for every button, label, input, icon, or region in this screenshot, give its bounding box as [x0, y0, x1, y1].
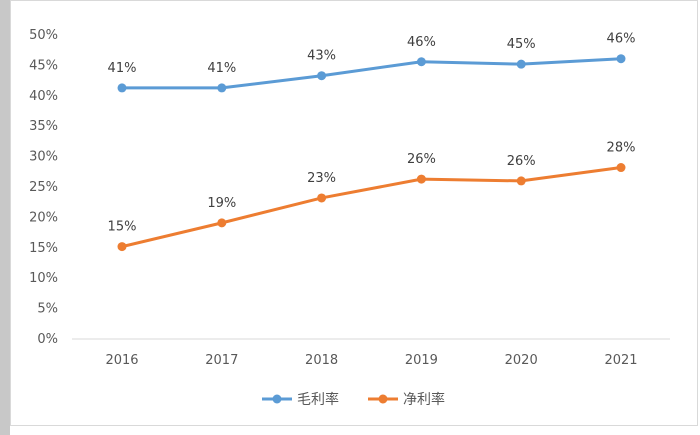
x-tick-label: 2021 [604, 353, 637, 368]
legend-label[interactable]: 净利率 [403, 391, 445, 408]
data-label: 41% [207, 61, 236, 76]
data-label: 19% [207, 196, 236, 211]
y-tick-label: 25% [29, 180, 58, 195]
x-tick-label: 2018 [305, 353, 338, 368]
series-line-1[interactable] [122, 57, 622, 90]
data-label: 41% [108, 61, 137, 76]
x-tick-label: 2019 [405, 353, 438, 368]
y-tick-label: 40% [29, 89, 58, 104]
legend-marker-dot[interactable] [272, 394, 282, 404]
data-point[interactable] [516, 59, 526, 69]
y-tick-label: 0% [37, 332, 58, 347]
y-tick-label: 10% [29, 271, 58, 286]
data-point[interactable] [317, 71, 327, 81]
y-tick-label: 45% [29, 58, 58, 73]
data-point[interactable] [117, 242, 127, 252]
y-tick-label: 35% [29, 119, 58, 134]
data-label: 46% [607, 32, 636, 47]
x-tick-label: 2017 [205, 353, 238, 368]
data-point[interactable] [416, 57, 426, 67]
data-point[interactable] [416, 174, 426, 184]
series-line-2[interactable] [121, 166, 622, 249]
data-point[interactable] [217, 83, 227, 93]
x-tick-label: 2016 [105, 353, 138, 368]
y-tick-label: 20% [29, 210, 58, 225]
data-label: 28% [607, 141, 636, 156]
y-tick-label: 30% [29, 150, 58, 165]
data-point[interactable] [217, 218, 227, 228]
legend-marker-dot[interactable] [378, 394, 388, 404]
data-point[interactable] [317, 193, 327, 203]
x-tick-label: 2020 [505, 353, 538, 368]
data-point[interactable] [516, 176, 526, 186]
data-label: 26% [407, 152, 436, 167]
y-tick-label: 15% [29, 241, 58, 256]
data-label: 46% [407, 35, 436, 50]
y-tick-label: 50% [29, 28, 58, 43]
data-label: 43% [307, 49, 336, 64]
window-left-edge [0, 0, 10, 435]
data-point[interactable] [616, 163, 626, 173]
data-point[interactable] [117, 83, 127, 93]
y-tick-label: 5% [37, 302, 58, 317]
data-label: 15% [108, 220, 137, 235]
data-point[interactable] [616, 54, 626, 64]
data-label: 45% [507, 37, 536, 52]
legend-label[interactable]: 毛利率 [297, 391, 339, 408]
data-label: 26% [507, 154, 536, 169]
data-label: 23% [307, 171, 336, 186]
